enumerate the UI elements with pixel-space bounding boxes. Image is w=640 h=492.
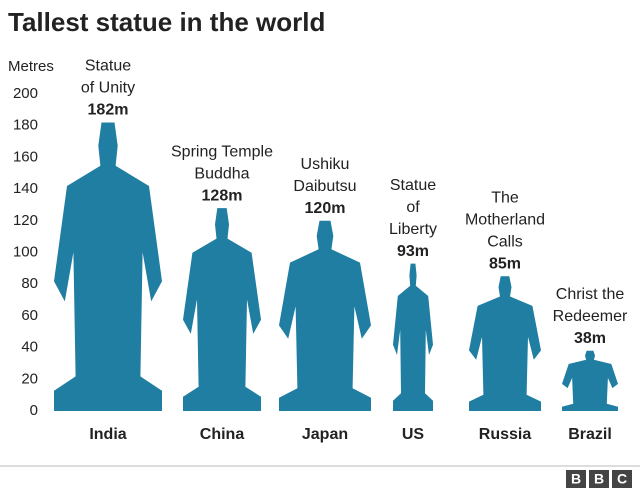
y-tick-label: 120 <box>13 212 38 229</box>
source-letter: C <box>617 471 627 487</box>
value-label: 85m <box>489 255 521 272</box>
y-tick-label: 160 <box>13 148 38 165</box>
x-tick-label: Brazil <box>568 426 612 443</box>
source-letter: B <box>571 471 581 487</box>
chart-title: Tallest statue in the world <box>8 7 325 37</box>
statue <box>562 350 618 411</box>
y-tick-label: 60 <box>21 307 38 324</box>
statue-name: Statue <box>390 177 436 194</box>
value-label: 38m <box>574 330 606 347</box>
statue-name: Christ the <box>556 286 625 303</box>
statue-name: Spring Temple <box>171 143 273 160</box>
statue-name: Calls <box>487 233 523 250</box>
statue <box>183 208 261 411</box>
source-logo <box>566 470 632 488</box>
statue-name: Motherland <box>465 211 545 228</box>
statue <box>469 276 541 411</box>
value-label: 182m <box>88 102 129 119</box>
x-tick-label: US <box>402 426 425 443</box>
y-tick-label: 40 <box>21 339 38 356</box>
x-tick-label: Japan <box>302 426 348 443</box>
statue-name: Ushiku <box>301 156 350 173</box>
statue-name: Statue <box>85 58 131 75</box>
statue-name: of Unity <box>81 80 135 97</box>
statue-name: of <box>406 199 420 216</box>
value-label: 128m <box>202 187 243 204</box>
statue-name: Liberty <box>389 221 437 238</box>
y-axis-label: Metres <box>8 58 54 75</box>
statue <box>279 220 371 411</box>
x-tick-label: China <box>200 426 245 443</box>
statue-name: Redeemer <box>553 308 628 325</box>
x-tick-label: Russia <box>479 426 532 443</box>
y-tick-label: 100 <box>13 243 38 260</box>
statue-name: Buddha <box>194 165 249 182</box>
y-tick-label: 20 <box>21 370 38 387</box>
statue <box>393 263 433 411</box>
value-label: 93m <box>397 243 429 260</box>
y-tick-label: 140 <box>13 180 38 197</box>
y-tick-label: 200 <box>13 85 38 102</box>
value-label: 120m <box>305 200 346 217</box>
statue-name: Daibutsu <box>293 178 356 195</box>
y-tick-label: 180 <box>13 117 38 134</box>
statue <box>54 122 162 411</box>
y-tick-label: 0 <box>30 402 38 419</box>
source-letter: B <box>594 471 604 487</box>
statue-name: The <box>491 189 519 206</box>
x-tick-label: India <box>89 426 126 443</box>
y-tick-label: 80 <box>21 275 38 292</box>
